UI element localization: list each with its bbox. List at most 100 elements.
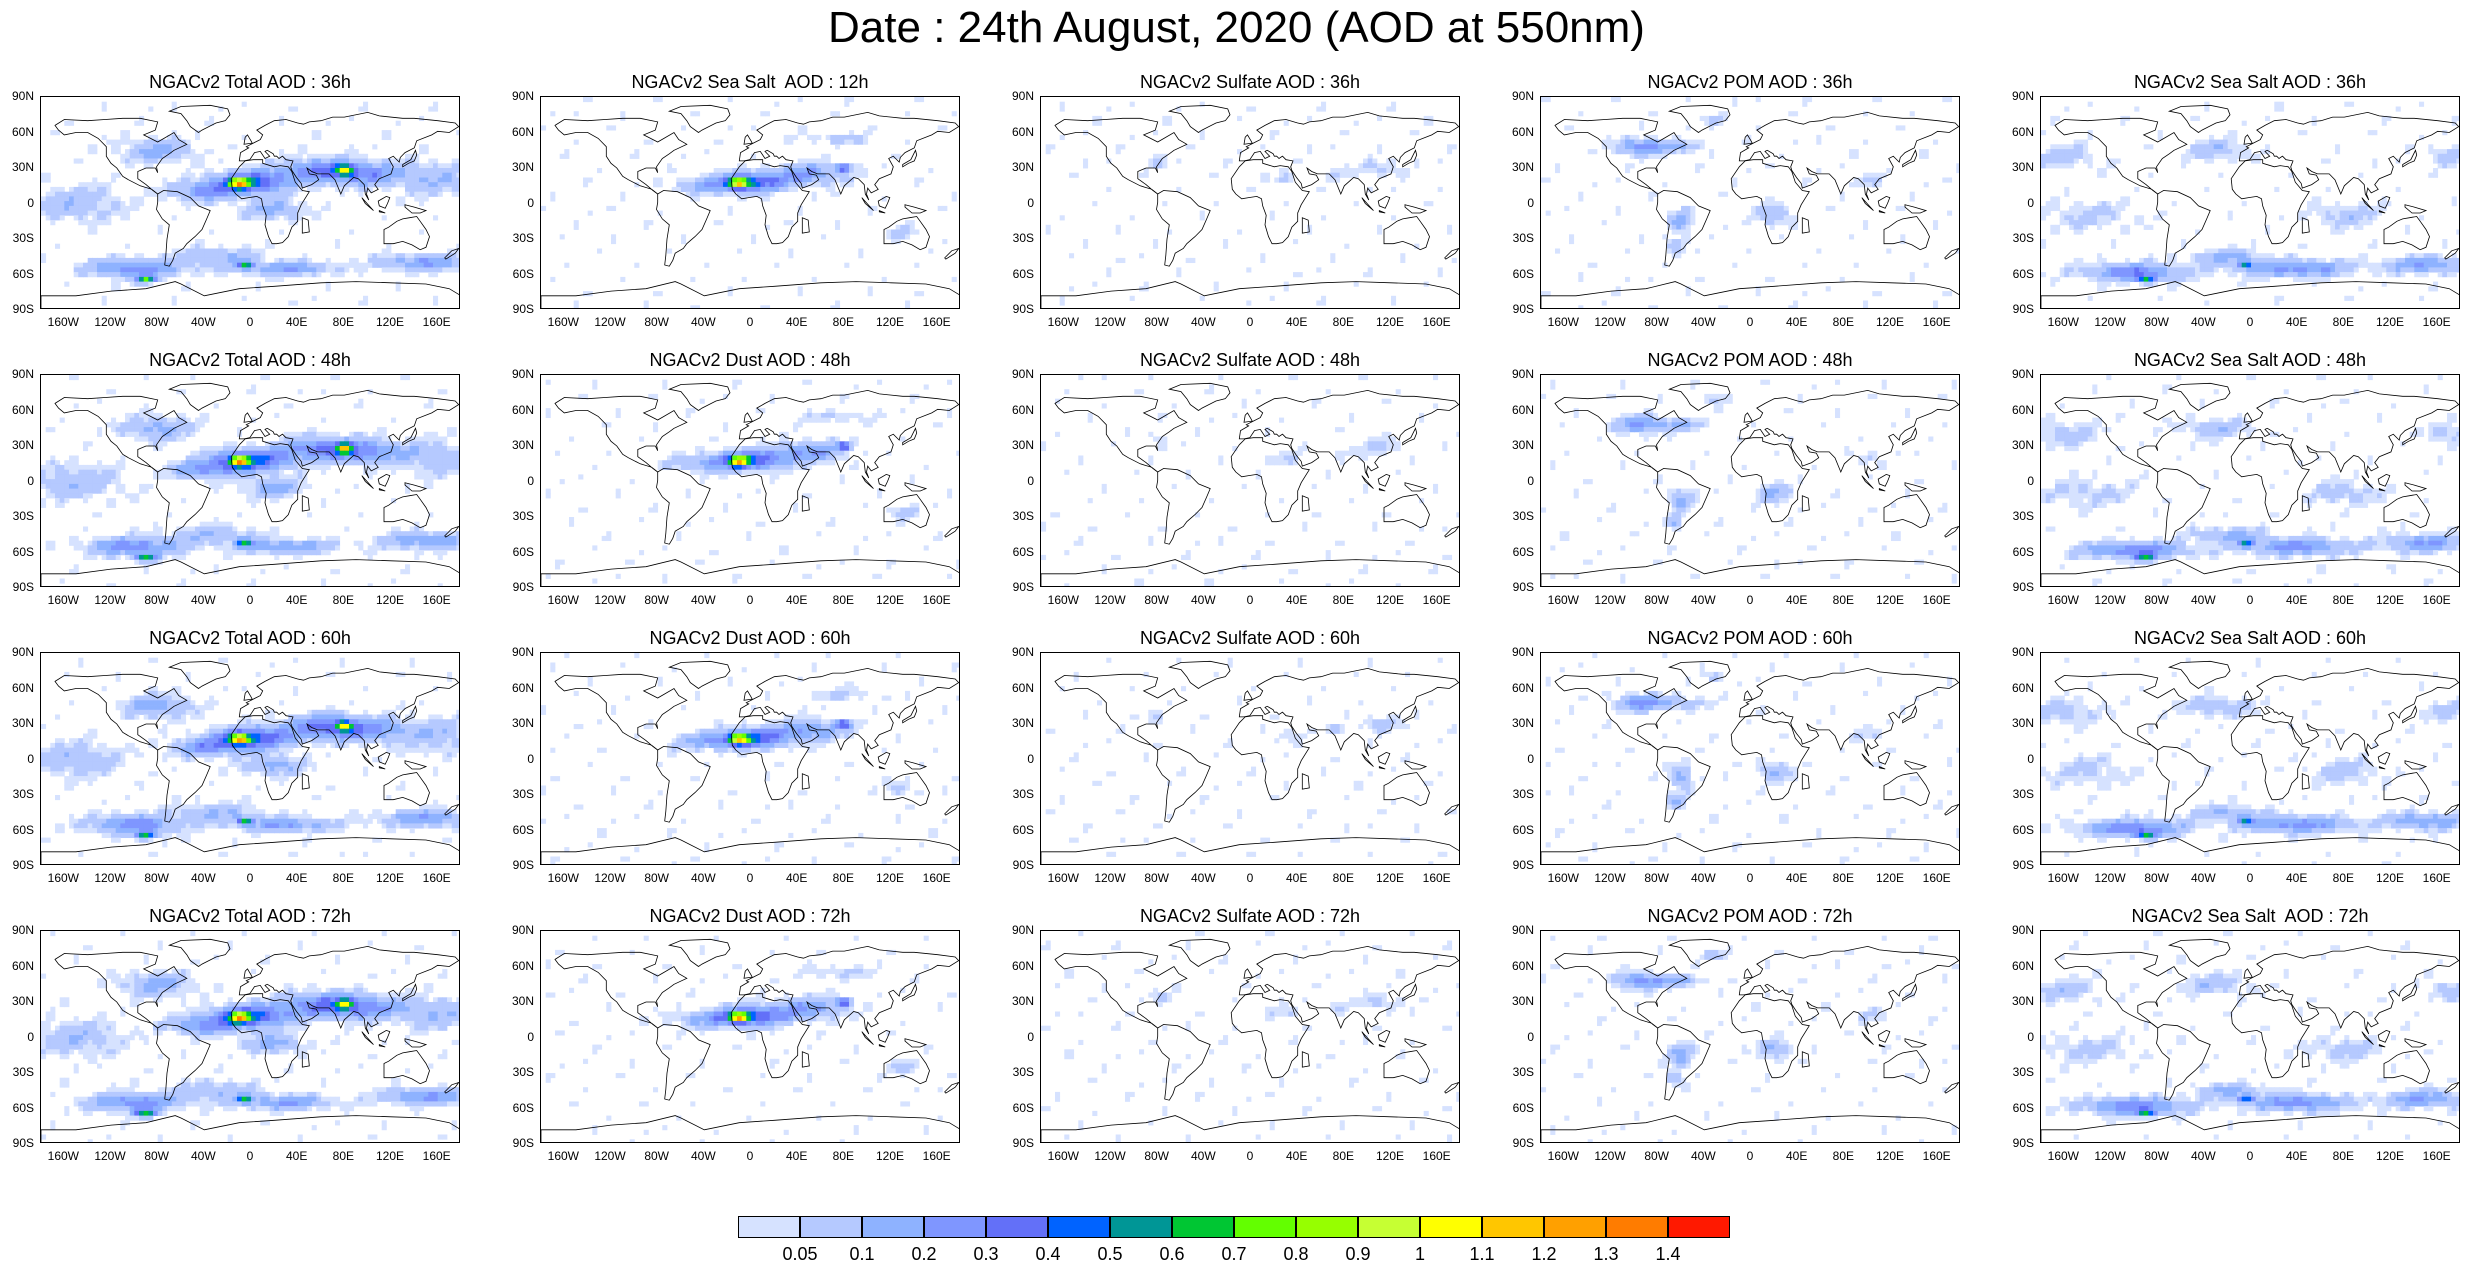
colorbar-label: 0.1 <box>832 1244 892 1264</box>
lon-tick-label: 160E <box>1915 1150 1959 1162</box>
lon-tick-label: 40E <box>275 594 319 606</box>
map-plot-area <box>1540 96 1960 309</box>
lat-tick-label: 0 <box>27 753 34 765</box>
lat-tick-label: 60N <box>512 126 534 138</box>
lon-tick-label: 120E <box>1368 594 1412 606</box>
panel-title: NGACv2 Sea Salt AOD : 60h <box>2040 628 2460 648</box>
lat-tick-label: 30S <box>2013 510 2034 522</box>
panel-title: NGACv2 Total AOD : 60h <box>40 628 460 648</box>
lat-tick-label: 60N <box>12 960 34 972</box>
coastlines <box>541 939 960 1143</box>
colorbar-swatch <box>800 1216 862 1238</box>
lat-tick-label: 60S <box>2013 824 2034 836</box>
lon-tick-label: 160W <box>41 594 85 606</box>
lon-tick-label: 120E <box>1368 872 1412 884</box>
lon-tick-label: 0 <box>1228 594 1272 606</box>
lon-tick-label: 80W <box>1135 1150 1179 1162</box>
lon-tick-label: 160W <box>41 1150 85 1162</box>
lat-tick-label: 60S <box>513 1102 534 1114</box>
lon-tick-label: 80E <box>1321 594 1365 606</box>
lon-tick-label: 40W <box>1681 316 1725 328</box>
lat-tick-label: 90S <box>513 1137 534 1149</box>
lat-tick-label: 30S <box>2013 232 2034 244</box>
lon-tick-label: 80E <box>1821 872 1865 884</box>
lon-tick-label: 80W <box>635 316 679 328</box>
lon-tick-label: 40E <box>275 316 319 328</box>
lon-tick-label: 160E <box>915 594 959 606</box>
aod-map <box>1541 375 1960 587</box>
lon-tick-label: 160W <box>1041 316 1085 328</box>
lat-tick-label: 90N <box>1012 924 1034 936</box>
aod-field <box>41 931 460 1143</box>
aod-field <box>1541 97 1960 309</box>
colorbar-swatch <box>1482 1216 1544 1238</box>
lon-tick-label: 0 <box>2228 1150 2272 1162</box>
coastlines <box>1541 383 1960 587</box>
colorbar-label: 0.6 <box>1142 1244 1202 1264</box>
lon-tick-label: 0 <box>2228 872 2272 884</box>
lat-tick-label: 90N <box>12 646 34 658</box>
lat-tick-label: 90S <box>1513 303 1534 315</box>
lon-tick-label: 40W <box>681 1150 725 1162</box>
panel-title: NGACv2 Dust AOD : 60h <box>540 628 960 648</box>
lat-tick-label: 90N <box>2012 368 2034 380</box>
lon-tick-label: 160W <box>41 316 85 328</box>
lon-tick-label: 80E <box>1821 316 1865 328</box>
lat-tick-label: 60N <box>512 682 534 694</box>
lon-tick-label: 0 <box>728 594 772 606</box>
panel-title: NGACv2 Sulfate AOD : 72h <box>1040 906 1460 926</box>
lon-tick-label: 160E <box>415 594 459 606</box>
aod-field <box>2041 375 2460 587</box>
lon-tick-label: 80E <box>1321 872 1365 884</box>
panel-title: NGACv2 Dust AOD : 48h <box>540 350 960 370</box>
lon-tick-label: 120E <box>1868 594 1912 606</box>
lon-tick-label: 80W <box>135 594 179 606</box>
lat-tick-label: 60N <box>1012 960 1034 972</box>
lon-tick-label: 40W <box>1681 1150 1725 1162</box>
lat-tick-label: 90N <box>12 924 34 936</box>
lon-tick-label: 160E <box>1415 872 1459 884</box>
panel-title: NGACv2 Total AOD : 72h <box>40 906 460 926</box>
aod-map <box>2041 931 2460 1143</box>
lat-tick-label: 30N <box>512 439 534 451</box>
aod-map <box>1041 97 1460 309</box>
map-plot-area <box>1040 96 1460 309</box>
lon-tick-label: 160E <box>1915 872 1959 884</box>
lon-tick-label: 40E <box>775 872 819 884</box>
coastlines <box>1041 105 1460 309</box>
lon-tick-label: 40E <box>2275 872 2319 884</box>
lat-tick-label: 90N <box>1012 646 1034 658</box>
lat-tick-label: 0 <box>1527 197 1534 209</box>
lat-tick-label: 30S <box>513 1066 534 1078</box>
lon-tick-label: 80E <box>821 316 865 328</box>
lat-tick-label: 30S <box>1013 788 1034 800</box>
lat-tick-label: 0 <box>527 475 534 487</box>
panel-title: NGACv2 Sea Salt AOD : 48h <box>2040 350 2460 370</box>
lat-tick-label: 90S <box>2013 1137 2034 1149</box>
lat-tick-label: 30N <box>1012 717 1034 729</box>
lat-tick-label: 90N <box>12 90 34 102</box>
aod-field <box>1046 658 1457 865</box>
lat-tick-label: 30N <box>1012 439 1034 451</box>
lat-tick-label: 60N <box>2012 126 2034 138</box>
lon-tick-label: 80W <box>1635 594 1679 606</box>
lon-tick-label: 0 <box>228 316 272 328</box>
lon-tick-label: 40E <box>775 316 819 328</box>
map-plot-area <box>1040 652 1460 865</box>
lon-tick-label: 80E <box>321 1150 365 1162</box>
lon-tick-label: 80E <box>321 594 365 606</box>
lat-tick-label: 90S <box>1013 581 1034 593</box>
colorbar-label: 1.4 <box>1638 1244 1698 1264</box>
lon-tick-label: 40W <box>681 872 725 884</box>
lon-tick-label: 120E <box>868 594 912 606</box>
lat-tick-label: 90S <box>1513 859 1534 871</box>
map-plot-area <box>2040 96 2460 309</box>
aod-map <box>41 653 460 865</box>
aod-map <box>1041 375 1460 587</box>
panel-title: NGACv2 Sea Salt AOD : 72h <box>2040 906 2460 926</box>
